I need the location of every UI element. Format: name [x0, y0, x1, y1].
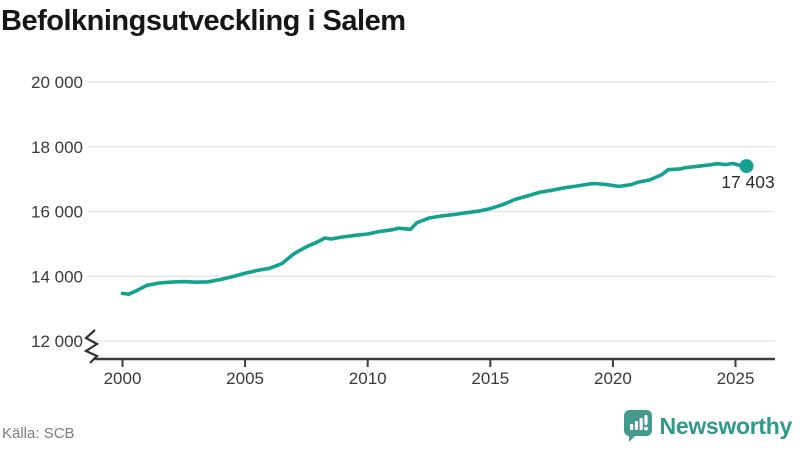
- newsworthy-wordmark: Newsworthy: [659, 412, 793, 439]
- y-tick-label: 12 000: [31, 332, 83, 351]
- logo-exclamation-bar: [643, 415, 648, 425]
- axis-break-icon: [83, 329, 100, 364]
- x-tick-label: 2000: [104, 369, 142, 388]
- x-tick-label: 2015: [471, 369, 509, 388]
- x-tick-label: 2025: [717, 369, 755, 388]
- y-tick-label: 18 000: [31, 138, 83, 157]
- latest-value-label: 17 403: [721, 172, 775, 192]
- chart-title: Befolkningsutveckling i Salem: [1, 5, 406, 37]
- series-endpoint-dot: [739, 159, 754, 174]
- logo-exclamation-dot: [643, 426, 648, 431]
- newsworthy-logo-icon: [623, 410, 652, 442]
- source-caption: Källa: SCB: [2, 425, 75, 442]
- y-tick-label: 14 000: [31, 267, 83, 286]
- newsworthy-logo[interactable]: Newsworthy: [623, 409, 792, 443]
- logo-bar-2: [634, 421, 638, 430]
- x-tick-label: 2020: [594, 369, 632, 388]
- logo-bar-3: [639, 418, 643, 430]
- population-line: [120, 161, 749, 297]
- y-tick-label: 20 000: [31, 73, 83, 92]
- x-tick-label: 2005: [226, 369, 264, 388]
- x-tick-label: 2010: [349, 369, 387, 388]
- logo-bar-1: [629, 424, 633, 430]
- y-tick-label: 16 000: [31, 203, 83, 222]
